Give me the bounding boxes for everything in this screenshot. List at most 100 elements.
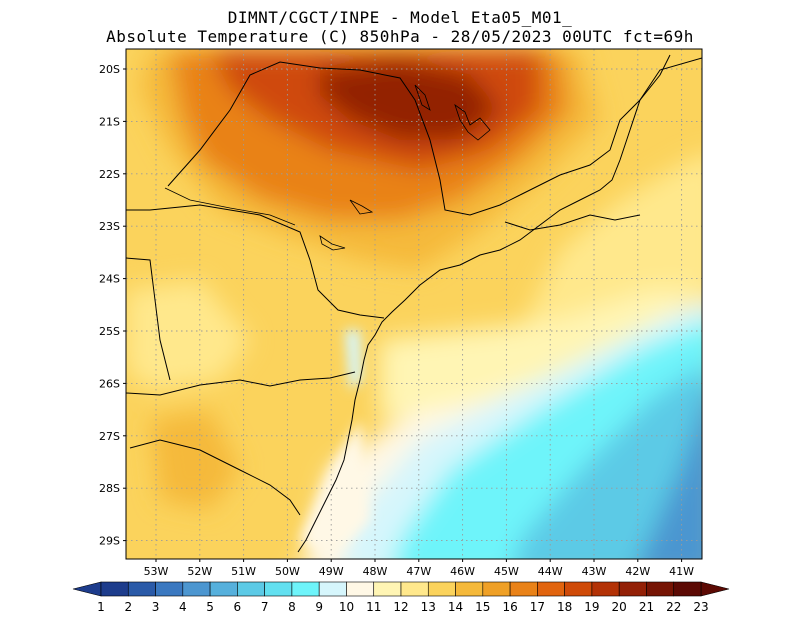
field-blue	[515, 365, 702, 559]
colorbar-swatch	[318, 581, 347, 597]
boundaries	[126, 54, 702, 553]
field-pale-yellow-south	[380, 290, 700, 420]
colorbar-swatch	[291, 581, 320, 597]
lat-tick-label: 27S	[99, 430, 120, 443]
coastline	[297, 57, 702, 553]
colorbar-extend-high	[700, 581, 730, 597]
colorbar	[72, 581, 730, 597]
colorbar-label: 4	[179, 600, 187, 614]
field-coast-pale	[300, 420, 370, 559]
state-border-sp-pr	[149, 204, 385, 319]
lon-tick-label: 49W	[319, 565, 344, 578]
colorbar-swatch	[673, 581, 702, 597]
colorbar-swatch	[100, 581, 129, 597]
lat-tick-label: 25S	[99, 325, 120, 338]
lon-tick-label: 50W	[275, 565, 300, 578]
colorbar-label: 12	[393, 600, 408, 614]
colorbar-label: 6	[234, 600, 242, 614]
colorbar-label: 18	[557, 600, 572, 614]
reservoir-sp	[349, 199, 374, 215]
colorbar-label: 14	[448, 600, 463, 614]
colorbar-label: 3	[152, 600, 160, 614]
colorbar-swatch	[264, 581, 293, 597]
state-border-west	[126, 209, 171, 381]
lat-tick-label: 28S	[99, 482, 120, 495]
lon-tick-label: 48W	[363, 565, 388, 578]
lat-tick-label: 20S	[99, 63, 120, 76]
colorbar-swatch	[209, 581, 238, 597]
lon-tick-label: 42W	[625, 565, 650, 578]
lon-tick-label: 45W	[494, 565, 519, 578]
colorbar-label: 15	[475, 600, 490, 614]
lat-tick-label: 22S	[99, 168, 120, 181]
colorbar-extend-low	[72, 581, 102, 597]
lake-furnas	[454, 103, 491, 141]
colorbar-label: 8	[288, 600, 296, 614]
colorbar-label: 16	[502, 600, 517, 614]
colorbar-swatch	[155, 581, 184, 597]
lat-tick-label: 23S	[99, 220, 120, 233]
field-red-brown	[320, 60, 500, 140]
colorbar-swatch	[591, 581, 620, 597]
field-south-pale-west	[126, 280, 250, 390]
lon-tick-label: 44W	[538, 565, 563, 578]
title-line-1: DIMNT/CGCT/INPE - Model Eta05_M01_	[227, 8, 573, 27]
field-deep-blue	[640, 408, 702, 559]
field-south-orange-blob	[150, 410, 240, 510]
lon-tick-label: 51W	[231, 565, 256, 578]
colorbar-label: 7	[261, 600, 269, 614]
colorbar-swatch	[127, 581, 156, 597]
colorbar-labels: 1 2 3 4 5 6 7 8 9 10 11 12 13 14 15 16 17 18 19 20 21 22 23	[97, 600, 708, 614]
colorbar-label: 13	[421, 600, 436, 614]
state-border-pr-sc	[126, 371, 356, 396]
colorbar-label: 19	[584, 600, 599, 614]
lat-tick-label: 26S	[99, 377, 120, 390]
colorbar-swatch	[346, 581, 375, 597]
colorbar-label: 9	[315, 600, 323, 614]
lat-tick-label: 24S	[99, 273, 120, 286]
colorbar-swatch	[237, 581, 265, 597]
field-coast-light-cyan	[345, 330, 362, 390]
state-border-mg-sp	[167, 61, 521, 216]
colorbar-label: 21	[639, 600, 654, 614]
colorbar-swatch	[564, 581, 593, 597]
colorbar-swatch	[482, 581, 511, 597]
reservoir-pr	[319, 235, 346, 251]
river-paranapanema	[164, 187, 296, 226]
colorbar-swatch	[400, 581, 429, 597]
colorbar-swatch	[427, 581, 456, 597]
lon-tick-label: 43W	[582, 565, 607, 578]
colorbar-swatch	[455, 581, 484, 597]
longitude-labels: 53W 52W 51W 50W 49W 48W 47W 46W 45W 44W 43W 42W 41W	[144, 559, 694, 578]
lat-tick-label: 29S	[99, 535, 120, 548]
temperature-field	[126, 49, 702, 559]
field-pale-yellow-north	[520, 156, 702, 330]
title-line-2: Absolute Temperature (C) 850hPa - 28/05/…	[106, 27, 694, 46]
colorbar-label: 5	[206, 600, 214, 614]
latitude-labels: 20S 21S 22S 23S 24S 25S 26S 27S 28S 29S	[99, 63, 126, 548]
colorbar-swatch	[618, 581, 647, 597]
lon-tick-label: 41W	[669, 565, 694, 578]
graticule	[126, 49, 702, 559]
lon-tick-label: 46W	[450, 565, 475, 578]
colorbar-swatch	[537, 581, 565, 597]
state-border-rj-sp	[504, 214, 641, 231]
lon-tick-label: 47W	[406, 565, 431, 578]
colorbar-label: 20	[612, 600, 627, 614]
colorbar-label: 2	[124, 600, 132, 614]
colorbar-swatch	[646, 581, 675, 597]
colorbar-label: 11	[366, 600, 381, 614]
lon-tick-label: 52W	[187, 565, 212, 578]
colorbar-label: 23	[693, 600, 708, 614]
colorbar-label: 10	[339, 600, 354, 614]
colorbar-label: 22	[666, 600, 681, 614]
state-border-sc-rs	[129, 439, 301, 516]
colorbar-label: 17	[530, 600, 545, 614]
lat-tick-label: 21S	[99, 115, 120, 128]
state-border-mg-rj-es	[519, 54, 671, 196]
colorbar-swatch	[509, 581, 538, 597]
plot-frame	[125, 48, 703, 560]
colorbar-swatch	[182, 581, 211, 597]
lake-tres-marias	[414, 84, 431, 111]
